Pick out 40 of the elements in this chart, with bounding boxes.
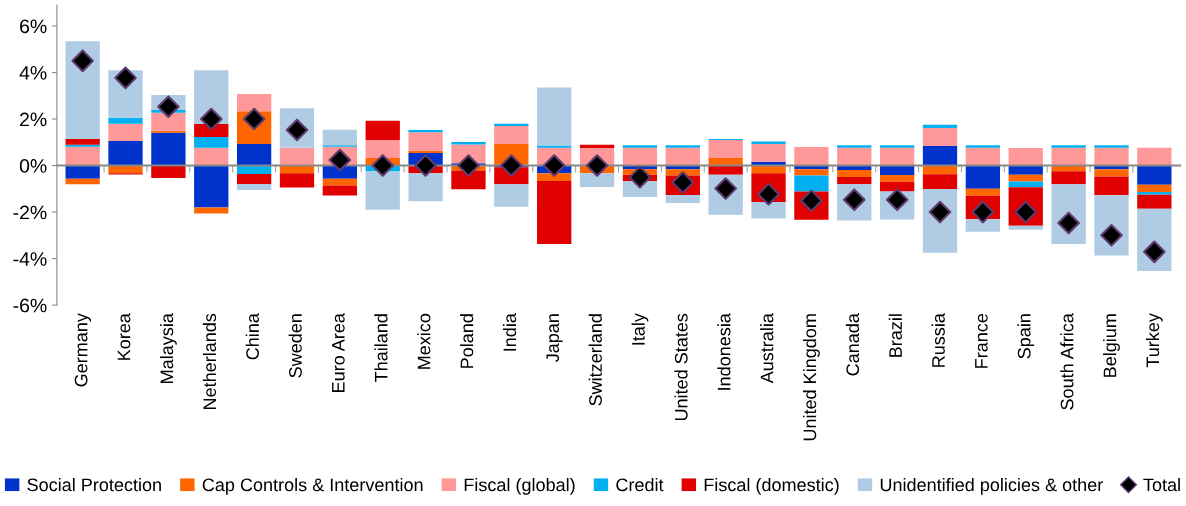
- legend-label: Social Protection: [27, 477, 161, 492]
- x-tick-label: China: [245, 313, 259, 360]
- x-tick-label: Malaysia: [159, 313, 177, 383]
- y-tick-label: -4%: [13, 252, 47, 266]
- x-tick-label: Turkey: [1145, 313, 1163, 368]
- y-tick-label: -2%: [13, 205, 47, 220]
- x-tick-label: Thailand: [374, 314, 388, 382]
- x-tick-label: Korea: [117, 313, 131, 360]
- x-tick-label: France: [975, 313, 988, 368]
- x-tick-label: United Kingdom: [802, 314, 820, 441]
- x-tick-label: Spain: [1017, 314, 1035, 359]
- x-tick-label: Poland: [460, 314, 474, 368]
- legend-label: Cap Controls & Intervention: [202, 477, 423, 495]
- legend-label: Credit: [616, 477, 664, 492]
- y-tick-label: -6%: [13, 298, 47, 313]
- legend-label: Fiscal (global): [464, 477, 575, 495]
- y-tick-label: 2%: [20, 112, 47, 127]
- y-tick-label: 4%: [19, 66, 47, 80]
- x-tick-label: Japan: [546, 314, 563, 363]
- x-tick-label: Germany: [74, 313, 92, 387]
- x-tick-label: Netherlands: [202, 313, 217, 409]
- x-tick-label: Canada: [845, 313, 860, 376]
- x-tick-label: Mexico: [417, 313, 431, 369]
- x-tick-label: South Africa: [1060, 313, 1074, 410]
- x-tick-label: Australia: [760, 313, 774, 384]
- x-tick-label: Russia: [931, 313, 945, 367]
- y-tick-label: 0%: [19, 159, 47, 173]
- legend-label: Fiscal (domestic): [704, 477, 839, 495]
- x-tick-label: Euro Area: [332, 313, 345, 392]
- x-tick-label: Indonesia: [717, 313, 731, 390]
- x-tick-label: Switzerland: [588, 314, 602, 406]
- legend-label: Unidentified policies & other: [880, 477, 1103, 495]
- x-tick-label: Brazil: [888, 314, 902, 357]
- legend-label: Total: [1143, 477, 1180, 492]
- x-tick-label: Sweden: [288, 314, 302, 378]
- x-tick-label: United States: [674, 313, 688, 421]
- x-tick-label: Italy: [631, 313, 649, 345]
- x-tick-label: India: [502, 313, 517, 351]
- y-tick-label: 6%: [20, 19, 47, 34]
- x-tick-label: Belgium: [1103, 314, 1120, 377]
